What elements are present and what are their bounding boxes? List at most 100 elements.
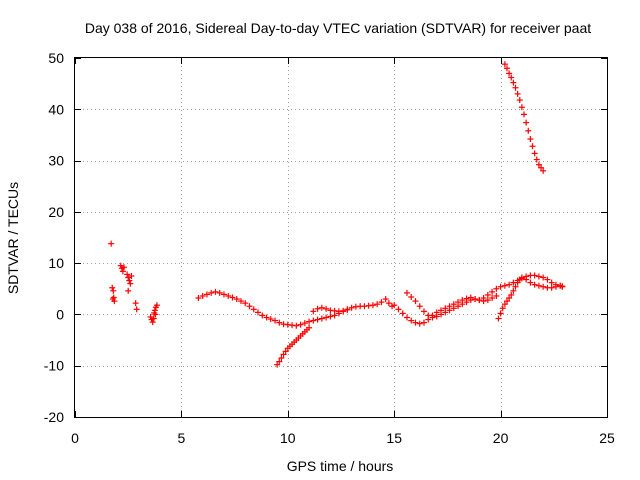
data-point (514, 90, 521, 97)
data-point (559, 283, 566, 290)
data-point (408, 293, 415, 300)
data-point (484, 297, 491, 304)
data-point (369, 302, 376, 309)
data-point (501, 61, 508, 68)
data-point (416, 303, 423, 310)
data-point (306, 324, 313, 331)
data-point (525, 127, 532, 134)
data-point (314, 316, 321, 323)
data-point (544, 276, 551, 283)
data-point (531, 150, 538, 157)
data-point (378, 299, 385, 306)
data-point (442, 309, 449, 316)
data-point (225, 292, 232, 299)
data-point (433, 313, 440, 320)
x-axis-tick-labels: 0 5 10 15 20 25 (71, 430, 615, 446)
data-point (472, 296, 479, 303)
data-point (124, 271, 131, 278)
data-point (195, 295, 202, 302)
x-tick-label: 25 (599, 430, 615, 446)
data-point (229, 294, 236, 301)
data-point (306, 318, 313, 325)
y-tick-label: 30 (48, 153, 64, 169)
data-point (151, 307, 158, 314)
data-point (403, 289, 410, 296)
data-point (267, 316, 274, 323)
data-point (314, 305, 321, 312)
data-point (535, 161, 542, 168)
data-point (535, 282, 542, 289)
data-point (533, 156, 540, 163)
data-point (506, 295, 513, 302)
data-point (318, 304, 325, 311)
data-point (318, 315, 325, 322)
data-point (278, 355, 285, 362)
data-point (109, 296, 116, 303)
data-point (310, 308, 317, 315)
data-point (527, 279, 534, 286)
data-point (540, 283, 547, 290)
data-point (212, 288, 219, 295)
data-point (501, 301, 508, 308)
data-point (237, 298, 244, 305)
data-point (149, 319, 156, 326)
data-point (463, 299, 470, 306)
data-point (125, 287, 132, 294)
data-point (153, 302, 160, 309)
data-point (199, 292, 206, 299)
y-tick-label: 40 (48, 101, 64, 117)
data-point (385, 300, 392, 307)
x-tick-label: 15 (386, 430, 402, 446)
data-point (529, 143, 536, 150)
data-point (220, 291, 227, 298)
data-point (133, 306, 140, 313)
data-point (108, 240, 115, 247)
data-point (242, 300, 249, 307)
data-point (420, 319, 427, 326)
y-axis-tick-labels: -20 -10 0 10 20 30 40 50 (44, 50, 64, 425)
data-point (391, 302, 398, 309)
data-point (493, 292, 500, 299)
data-point (282, 348, 289, 355)
y-tick-label: 50 (48, 50, 64, 66)
data-point (476, 297, 483, 304)
data-point (531, 281, 538, 288)
x-tick-label: 20 (493, 430, 509, 446)
axis-ticks (75, 58, 608, 418)
data-point (344, 306, 351, 313)
data-point (110, 287, 117, 294)
y-tick-label: -20 (44, 409, 64, 425)
data-point (126, 277, 133, 284)
data-point (510, 79, 517, 86)
data-point (374, 301, 381, 308)
data-point (276, 319, 283, 326)
data-point (523, 119, 530, 126)
data-point (348, 304, 355, 311)
data-point (323, 314, 330, 321)
data-point (503, 65, 510, 72)
data-point (382, 296, 389, 303)
data-point (495, 315, 502, 322)
grid-lines (75, 58, 607, 417)
data-point (119, 268, 126, 275)
data-point (506, 281, 513, 288)
data-point (540, 167, 547, 174)
data-point (152, 311, 159, 318)
x-tick-label: 10 (280, 430, 296, 446)
data-point (310, 317, 317, 324)
data-point (527, 136, 534, 143)
y-tick-label: 0 (56, 306, 64, 322)
data-points (108, 61, 566, 368)
data-point (508, 291, 515, 298)
data-point (501, 282, 508, 289)
data-point (518, 104, 525, 111)
data-point (120, 264, 127, 271)
x-tick-label: 5 (178, 430, 186, 446)
data-point (395, 306, 402, 313)
data-point (425, 312, 432, 319)
data-point (259, 312, 266, 319)
chart-title: Day 038 of 2016, Sidereal Day-to-day VTE… (85, 20, 591, 36)
data-point (438, 311, 445, 318)
data-point (127, 280, 134, 287)
